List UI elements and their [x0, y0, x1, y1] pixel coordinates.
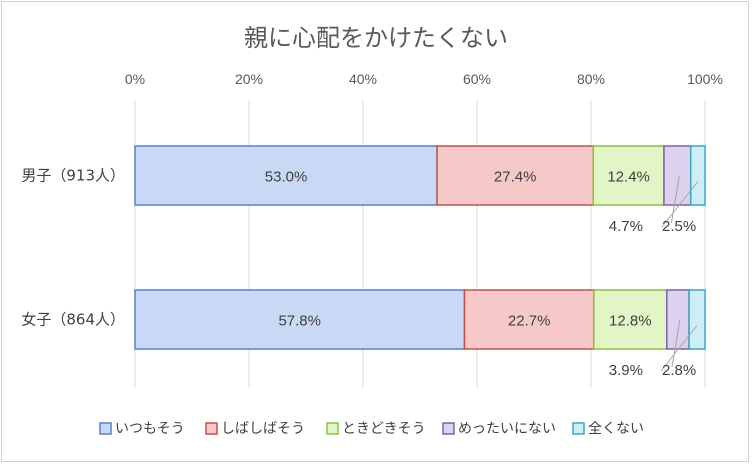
- category-label: 男子（913人）: [21, 167, 125, 185]
- leader-line: [660, 325, 698, 372]
- data-label: 12.4%: [607, 169, 650, 186]
- data-label: 4.7%: [609, 218, 643, 235]
- data-label: 22.7%: [508, 313, 551, 330]
- bars: [134, 145, 706, 350]
- bar-segment: [463, 289, 595, 350]
- bar-segment: [593, 289, 668, 350]
- legend-label: めったいにない: [458, 421, 556, 437]
- data-label: 27.4%: [494, 169, 537, 186]
- data-label: 57.8%: [278, 313, 321, 330]
- x-tick-label: 80%: [577, 71, 605, 87]
- leader-line: [661, 181, 699, 228]
- category-label: 女子（864人）: [21, 311, 125, 329]
- legend-label: しばしばそう: [221, 421, 305, 437]
- legend: いつもそう しばしばそう ときどきそう めったいにない 全くない: [99, 420, 644, 437]
- legend-label: いつもそう: [115, 421, 185, 437]
- legend-label: ときどきそう: [342, 421, 426, 437]
- legend-swatch: [572, 422, 585, 435]
- data-label: 53.0%: [265, 169, 308, 186]
- x-tick-label: 0%: [125, 71, 145, 87]
- legend-swatch: [205, 422, 218, 435]
- bar-segment: [592, 145, 665, 206]
- leader-line: [671, 319, 681, 368]
- bar-segment: [663, 145, 692, 206]
- data-label: 3.9%: [609, 362, 643, 379]
- bar-segment: [134, 289, 466, 350]
- x-tick-label: 60%: [463, 71, 491, 87]
- x-tick-label: 100%: [687, 71, 723, 87]
- legend-label: 全くない: [588, 420, 644, 437]
- chart-title: 親に心配をかけたくない: [244, 24, 508, 52]
- x-tick-label: 20%: [235, 71, 263, 87]
- leader-line: [670, 175, 680, 224]
- legend-swatch: [99, 422, 112, 435]
- category-labels: 男子（913人） 女子（864人）: [21, 167, 125, 329]
- data-labels: 53.0% 27.4% 12.4% 4.7% 2.5% 57.8% 22.7% 12.8% 3.…: [265, 169, 699, 379]
- x-tick-label: 40%: [349, 71, 377, 87]
- legend-swatch: [326, 422, 339, 435]
- bar-segment: [688, 289, 706, 350]
- bar-segment: [690, 145, 706, 206]
- data-label: 2.8%: [662, 362, 696, 379]
- x-tick-labels: 0% 20% 40% 60% 80% 100%: [125, 71, 723, 87]
- data-label: 2.5%: [662, 218, 696, 235]
- legend-swatch: [442, 422, 455, 435]
- data-label: 12.8%: [609, 313, 652, 330]
